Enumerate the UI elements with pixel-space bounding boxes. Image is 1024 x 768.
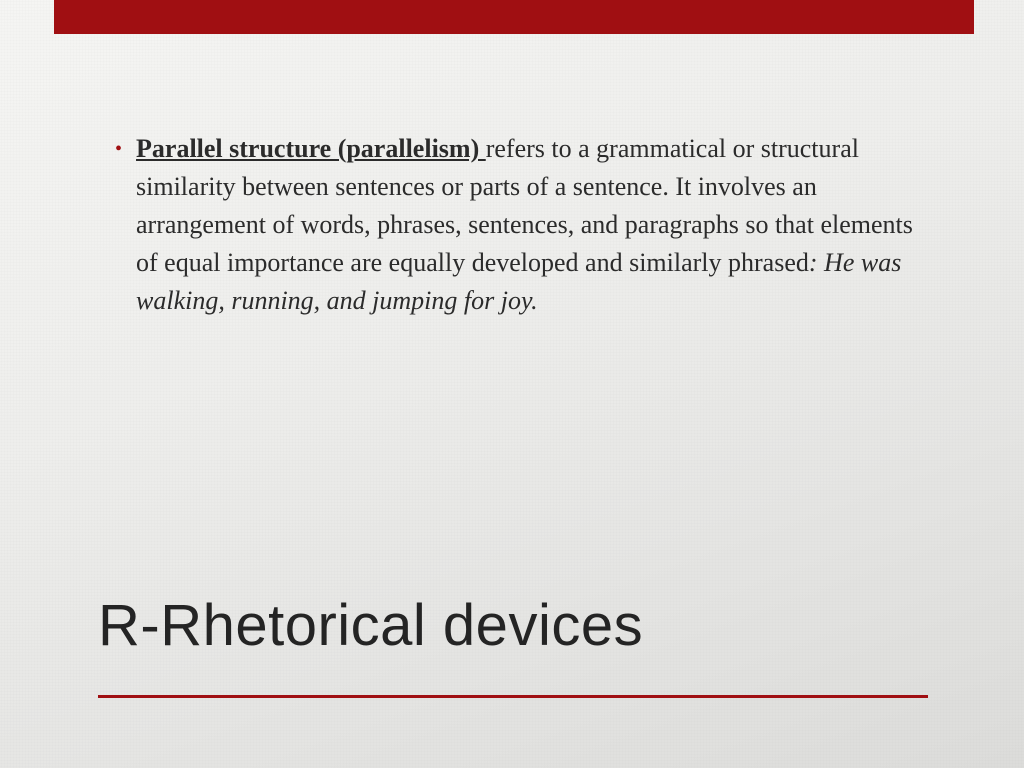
slide-title: R-Rhetorical devices [98, 592, 928, 659]
bullet-text: Parallel structure (parallelism) refers … [136, 130, 915, 320]
title-underline [98, 695, 928, 698]
title-block: R-Rhetorical devices [98, 592, 928, 698]
term-label: Parallel structure (parallelism) [136, 134, 486, 163]
bullet-marker: • [115, 130, 122, 168]
colon-text: : [809, 248, 824, 277]
bullet-item: • Parallel structure (parallelism) refer… [115, 130, 915, 320]
body-content: • Parallel structure (parallelism) refer… [115, 130, 915, 320]
top-accent-bar [54, 0, 974, 34]
